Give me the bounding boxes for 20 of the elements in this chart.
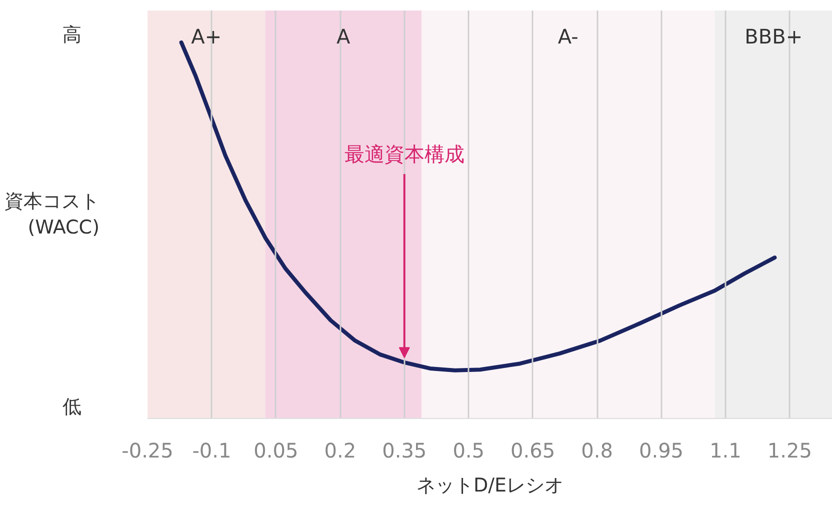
text: 高 (62, 24, 82, 46)
x-tick-label: 0.05 (254, 438, 298, 462)
band-label: A+ (191, 24, 222, 48)
x-tick-label: 0.95 (638, 438, 684, 462)
band-label: A- (558, 24, 578, 48)
x-axis-title: ネットD/Eレシオ (416, 474, 564, 496)
x-tick-label: 0.5 (452, 438, 485, 462)
x-tick-label: 0.2 (324, 438, 356, 462)
x-tick-label: -0.25 (122, 438, 174, 462)
annotation: 最適資本構成 (344, 142, 464, 166)
x-tick-label: -0.1 (192, 438, 232, 462)
x-tick-label: 1.1 (710, 438, 742, 462)
x-tick-label: 0.35 (382, 438, 427, 462)
band-label: A (336, 24, 351, 48)
x-tick-label: 0.65 (510, 438, 556, 462)
text: 低 (62, 396, 82, 418)
x-tick-label: 1.25 (767, 438, 812, 462)
y-axis-title: 資本コスト (WACC) (4, 190, 100, 239)
x-tick-label: 0.8 (581, 438, 613, 462)
band-label: BBB+ (744, 24, 803, 48)
